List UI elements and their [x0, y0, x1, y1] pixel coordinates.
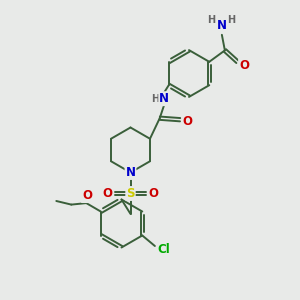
Text: O: O [82, 189, 92, 202]
Text: S: S [126, 187, 135, 200]
Text: N: N [217, 19, 227, 32]
Text: O: O [102, 187, 112, 200]
Text: O: O [183, 115, 193, 128]
Text: N: N [159, 92, 169, 105]
Text: O: O [148, 187, 159, 200]
Text: H: H [151, 94, 159, 104]
Text: H: H [208, 15, 216, 25]
Text: Cl: Cl [158, 243, 170, 256]
Text: H: H [227, 15, 235, 25]
Text: N: N [125, 166, 136, 179]
Text: O: O [239, 59, 249, 72]
